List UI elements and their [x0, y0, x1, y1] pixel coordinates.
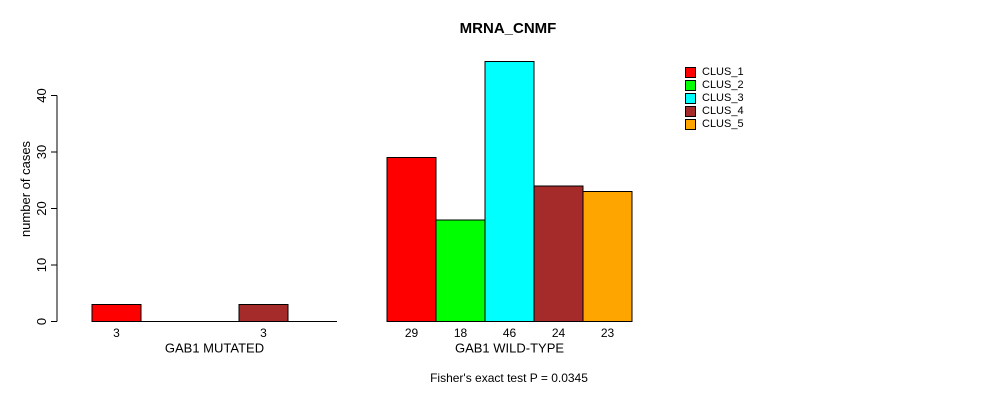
y-axis-tick-label: 0 [34, 318, 49, 325]
bar-value-label: 3 [113, 326, 120, 340]
legend-swatch-clus-2 [685, 80, 696, 92]
y-axis-tick-label: 30 [34, 145, 49, 159]
legend: CLUS_1 CLUS_2 CLUS_3 CLUS_4 CLUS_5 [685, 66, 744, 131]
annotation-text: Fisher's exact test P = 0.0345 [430, 371, 588, 385]
legend-label-clus-2: CLUS_2 [702, 79, 744, 92]
bar-clus-4-group0 [238, 304, 289, 322]
legend-item-clus-5: CLUS_5 [685, 118, 744, 131]
x-axis-group-label: GAB1 WILD-TYPE [455, 341, 564, 356]
legend-item-clus-3: CLUS_3 [685, 92, 744, 105]
y-axis-tick-label: 40 [34, 88, 49, 102]
bar-clus-5-group1 [582, 191, 633, 322]
legend-label-clus-3: CLUS_3 [702, 92, 744, 105]
bar-value-label: 18 [454, 326, 468, 340]
bar-clus-1-group1 [386, 157, 437, 322]
bar-clus-3-group1 [484, 61, 535, 322]
legend-label-clus-4: CLUS_4 [702, 105, 744, 118]
chart-title: MRNA_CNMF [459, 20, 557, 37]
legend-item-clus-1: CLUS_1 [685, 66, 744, 79]
bar-clus-4-group1 [533, 185, 584, 322]
bar-value-label: 3 [260, 326, 267, 340]
legend-item-clus-4: CLUS_4 [685, 105, 744, 118]
bar-clus-2-group1 [435, 219, 486, 322]
bar-value-label: 29 [405, 326, 419, 340]
bar-value-label: 23 [601, 326, 615, 340]
bar-clus-1-group0 [91, 304, 142, 322]
legend-label-clus-5: CLUS_5 [702, 118, 744, 131]
y-axis-title: number of cases [18, 140, 33, 237]
legend-swatch-clus-3 [685, 93, 696, 105]
bar-value-label: 24 [552, 326, 566, 340]
legend-swatch-clus-4 [685, 106, 696, 118]
legend-label-clus-1: CLUS_1 [702, 66, 744, 79]
legend-swatch-clus-1 [685, 67, 696, 79]
y-axis-tick-label: 20 [34, 201, 49, 215]
y-axis-tick-label: 10 [34, 258, 49, 272]
legend-swatch-clus-5 [685, 119, 696, 131]
x-axis-group-label: GAB1 MUTATED [165, 341, 264, 356]
bar-value-label: 46 [503, 326, 517, 340]
legend-item-clus-2: CLUS_2 [685, 79, 744, 92]
